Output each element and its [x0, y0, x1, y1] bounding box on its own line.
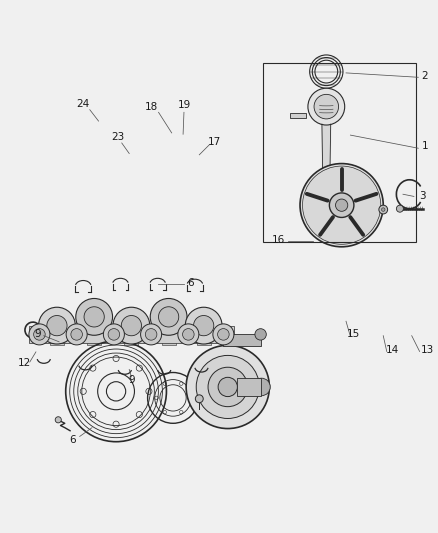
Text: 15: 15	[347, 329, 360, 340]
Text: 13: 13	[420, 345, 434, 355]
Text: 1: 1	[421, 141, 428, 151]
Bar	[162, 317, 176, 345]
Circle shape	[66, 324, 87, 345]
Circle shape	[195, 395, 203, 403]
Circle shape	[185, 307, 222, 344]
Circle shape	[47, 316, 67, 336]
Bar	[29, 326, 234, 343]
Circle shape	[178, 324, 199, 345]
Text: 6: 6	[187, 278, 194, 288]
Circle shape	[34, 329, 45, 340]
Circle shape	[336, 199, 348, 211]
Text: 2: 2	[421, 71, 428, 81]
Circle shape	[121, 316, 141, 336]
Circle shape	[314, 94, 339, 119]
Circle shape	[113, 307, 150, 344]
Text: 17: 17	[208, 136, 221, 147]
Polygon shape	[322, 124, 331, 181]
Circle shape	[55, 417, 61, 423]
Circle shape	[150, 298, 187, 335]
Circle shape	[308, 88, 345, 125]
Circle shape	[103, 324, 124, 345]
Text: 24: 24	[77, 99, 90, 109]
Circle shape	[379, 205, 388, 214]
Text: 12: 12	[18, 358, 31, 368]
Circle shape	[255, 329, 266, 340]
Bar	[87, 317, 101, 345]
Circle shape	[84, 307, 104, 327]
Circle shape	[196, 356, 259, 418]
Circle shape	[208, 367, 247, 407]
Circle shape	[381, 208, 385, 211]
Circle shape	[213, 324, 234, 345]
Text: 19: 19	[177, 100, 191, 110]
Circle shape	[29, 324, 50, 345]
Text: 23: 23	[112, 132, 125, 142]
Text: 14: 14	[385, 345, 399, 355]
Circle shape	[218, 329, 229, 340]
Circle shape	[300, 164, 383, 247]
Circle shape	[71, 329, 82, 340]
Bar	[50, 326, 64, 345]
Text: 9: 9	[128, 375, 135, 385]
Circle shape	[39, 307, 75, 344]
Circle shape	[303, 166, 381, 244]
Circle shape	[159, 307, 179, 327]
Bar	[290, 113, 306, 118]
Text: 3: 3	[419, 191, 426, 201]
Bar	[263, 63, 416, 243]
Text: 6: 6	[69, 434, 76, 445]
Circle shape	[317, 172, 336, 191]
Bar	[124, 326, 138, 345]
Circle shape	[186, 345, 269, 429]
Circle shape	[76, 298, 113, 335]
Circle shape	[141, 324, 162, 345]
Circle shape	[145, 329, 157, 340]
Circle shape	[218, 377, 237, 397]
Text: 16: 16	[272, 235, 285, 245]
Text: 18: 18	[145, 102, 158, 111]
Circle shape	[329, 193, 354, 217]
Bar	[237, 378, 261, 395]
Circle shape	[108, 329, 120, 340]
Circle shape	[194, 316, 214, 336]
Circle shape	[183, 329, 194, 340]
Circle shape	[253, 378, 270, 395]
Text: 9: 9	[34, 328, 41, 338]
Bar	[223, 334, 261, 346]
Bar	[197, 326, 211, 345]
Circle shape	[396, 205, 403, 212]
